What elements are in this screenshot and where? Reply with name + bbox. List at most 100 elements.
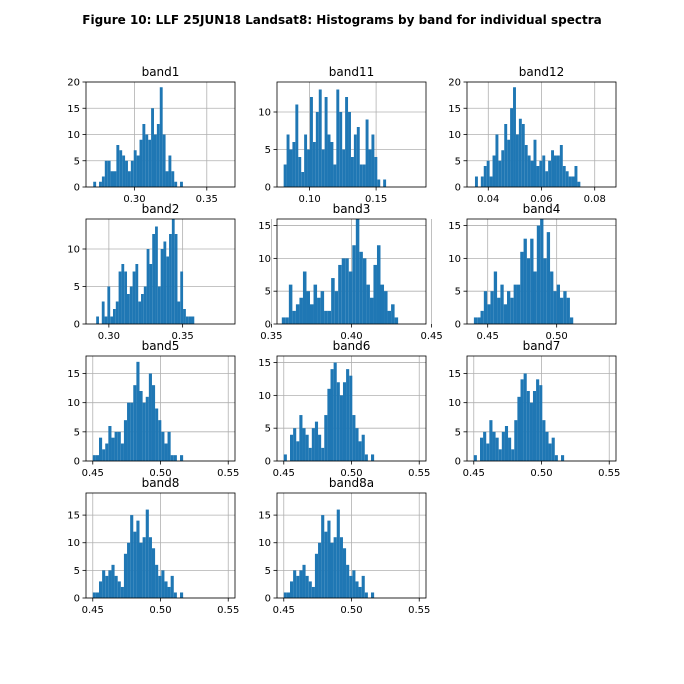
histogram-bar [121, 264, 125, 324]
x-tick-label: 0.35 [260, 331, 282, 342]
histogram-bar [141, 294, 144, 324]
histogram-bar [553, 291, 557, 324]
histogram-bar [309, 97, 313, 187]
histogram-bar [295, 104, 299, 187]
histogram-bar [107, 160, 111, 187]
histogram-bar [529, 402, 533, 461]
histogram-bar [146, 249, 150, 324]
panel-title: band6 [333, 339, 371, 353]
y-tick-label: 10 [258, 538, 271, 549]
y-tick-label: 0 [74, 457, 80, 468]
histogram-bar [489, 420, 493, 461]
histogram-bar [334, 291, 339, 324]
histogram-bar [296, 575, 300, 598]
histogram-bar [307, 149, 310, 187]
histogram-bar [177, 301, 181, 324]
y-tick-label: 5 [265, 566, 271, 577]
histogram-bar [358, 586, 362, 598]
histogram-bar [105, 575, 109, 598]
histogram-bar [302, 428, 306, 461]
histogram-bar [480, 437, 484, 461]
histogram-bar [545, 431, 549, 461]
y-tick-label: 0 [265, 457, 271, 468]
y-tick-label: 5 [455, 427, 461, 438]
histogram-bar [342, 149, 346, 187]
x-tick-label: 0.55 [408, 468, 430, 479]
histogram-bar [364, 454, 368, 461]
histogram-bar [554, 155, 557, 187]
histogram-bar [336, 509, 340, 598]
histogram-bar [486, 443, 490, 461]
histogram-bar [346, 369, 350, 461]
histogram-bar [174, 181, 178, 187]
y-tick-label: 5 [265, 424, 271, 435]
histogram-bar [133, 531, 137, 598]
histogram-bar [517, 396, 521, 461]
histogram-bar [566, 297, 570, 324]
histogram-bar [338, 264, 342, 324]
histogram-bar [286, 592, 291, 598]
histogram-bar [391, 304, 395, 324]
histogram-bar [113, 171, 117, 187]
histogram-bar [352, 415, 356, 461]
histogram-bar [508, 437, 512, 461]
histogram-bar [317, 297, 321, 324]
histogram-bar [336, 89, 340, 187]
histogram-bar [526, 258, 531, 324]
x-tick-label: 0.30 [123, 194, 145, 205]
histogram-bar [345, 258, 349, 324]
y-tick-label: 5 [74, 427, 80, 438]
histogram-bar [155, 564, 159, 598]
histogram-bar [136, 155, 140, 187]
histogram-bar [108, 570, 112, 598]
x-tick-label: 0.55 [408, 605, 430, 616]
histogram-bar [93, 181, 97, 187]
histogram-bar [119, 150, 123, 187]
histogram-bar [330, 369, 334, 461]
histogram-bar [299, 297, 303, 324]
axes-frame [276, 81, 427, 188]
histogram-bar [151, 385, 156, 461]
y-tick-label: 0 [455, 183, 461, 194]
histogram-bar [169, 234, 172, 324]
histogram-bar [302, 271, 307, 324]
x-tick-label: 0.45 [82, 605, 104, 616]
histogram-bar [377, 179, 381, 187]
histogram-bar [497, 297, 501, 324]
x-tick-label: 0.55 [217, 468, 239, 479]
histogram-bar [321, 447, 325, 461]
y-tick-label: 0 [265, 594, 271, 605]
histogram-bar [281, 317, 286, 324]
histogram-bar [180, 181, 183, 187]
histogram-bar [327, 520, 331, 598]
histogram-bar [105, 443, 109, 461]
histogram-bar [556, 284, 560, 324]
histogram-bar [474, 176, 478, 187]
histogram-bar [513, 284, 517, 324]
histogram-bar [142, 124, 146, 187]
histogram-bar [327, 134, 331, 187]
histogram-bar [143, 286, 147, 324]
histogram-bar [180, 455, 184, 461]
histogram-bar [369, 297, 374, 324]
histogram-bar [361, 434, 365, 461]
y-tick-label: 15 [448, 221, 461, 232]
histogram-bar [507, 291, 511, 324]
histogram-bar [155, 408, 159, 461]
histogram-bar [152, 234, 156, 324]
histogram-bar [348, 112, 351, 187]
histogram-bar [99, 181, 102, 187]
histogram-bar [133, 385, 137, 461]
histogram-bar [486, 160, 490, 187]
histogram-bar [333, 164, 337, 187]
histogram-bar [563, 291, 567, 324]
histogram-bar [514, 420, 518, 461]
histogram-bar [339, 537, 343, 598]
histogram-bar [129, 286, 133, 324]
y-tick-label: 10 [67, 245, 80, 256]
histogram-bar [341, 258, 346, 324]
histogram-bar [289, 149, 293, 187]
histogram-bar [571, 176, 575, 187]
histogram-bar [543, 258, 547, 324]
histogram-bar [116, 145, 120, 187]
